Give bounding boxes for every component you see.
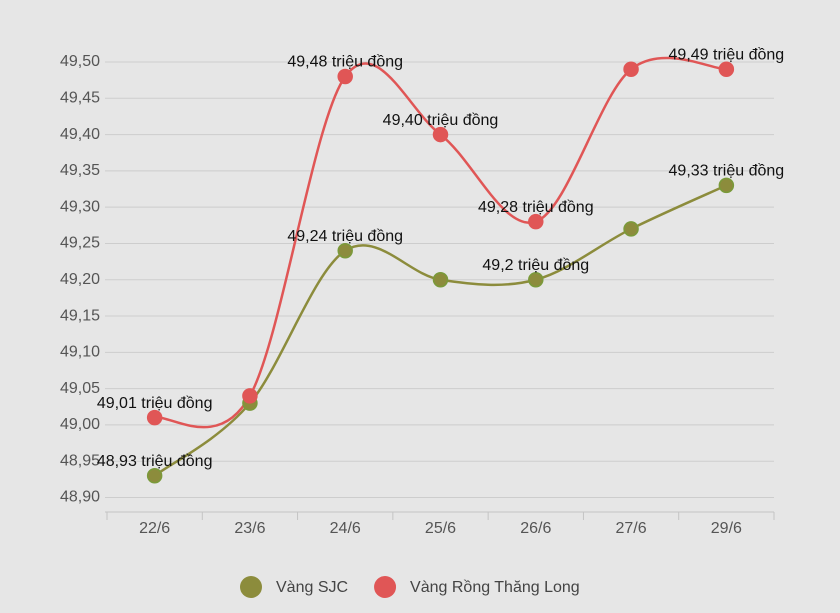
point bbox=[432, 271, 449, 288]
point bbox=[337, 68, 353, 85]
x-tick-label: 22/6 bbox=[139, 520, 170, 537]
y-tick-label: 49,05 bbox=[60, 380, 100, 397]
legend-marker bbox=[374, 576, 397, 598]
x-tick-label: 29/6 bbox=[711, 520, 742, 537]
point bbox=[146, 409, 163, 426]
point bbox=[337, 242, 353, 259]
data-label: 49,24 triệu đồng bbox=[287, 228, 403, 245]
x-tick-label: 25/6 bbox=[425, 520, 456, 537]
y-tick-label: 49,20 bbox=[60, 271, 100, 288]
data-label: 49,48 triệu đồng bbox=[287, 54, 403, 71]
point bbox=[623, 221, 639, 237]
y-tick-label: 49,25 bbox=[60, 235, 100, 252]
y-tick-label: 49,45 bbox=[60, 90, 100, 107]
x-tick-label: 27/6 bbox=[616, 520, 647, 537]
x-tick-label: 26/6 bbox=[520, 520, 551, 537]
data-label: 49,01 triệu đồng bbox=[97, 395, 213, 412]
x-tick-label: 24/6 bbox=[330, 520, 361, 537]
x-tick-label: 23/6 bbox=[234, 520, 265, 537]
point bbox=[718, 61, 735, 78]
point bbox=[528, 271, 544, 288]
point bbox=[528, 213, 544, 230]
y-tick-label: 49,30 bbox=[60, 198, 100, 215]
data-label: 49,49 triệu đồng bbox=[669, 46, 785, 63]
data-label: 49,33 triệu đồng bbox=[669, 163, 785, 180]
legend-label: Vàng SJC bbox=[276, 579, 348, 596]
data-labels: 48,93 triệu đồng 49,24 triệu đồng 49,2 tri… bbox=[97, 46, 784, 469]
data-label: 48,93 triệu đồng bbox=[97, 453, 213, 470]
y-tick-label: 48,90 bbox=[60, 489, 100, 506]
point bbox=[146, 467, 163, 484]
legend-marker bbox=[240, 576, 262, 598]
point bbox=[718, 177, 735, 194]
point bbox=[623, 61, 639, 78]
series-line bbox=[154, 56, 727, 429]
point bbox=[432, 126, 449, 143]
data-label: 49,28 triệu đồng bbox=[478, 199, 594, 216]
y-tick-label: 49,00 bbox=[60, 416, 100, 433]
point bbox=[242, 388, 258, 404]
y-tick-label: 49,50 bbox=[60, 53, 100, 70]
y-tick-label: 49,15 bbox=[60, 307, 100, 324]
y-tick-label: 49,35 bbox=[60, 162, 100, 179]
y-tick-label: 49,40 bbox=[60, 126, 100, 143]
legend-label: Vàng Rồng Thăng Long bbox=[410, 579, 580, 596]
y-tick-label: 49,10 bbox=[60, 344, 100, 361]
data-label: 49,40 triệu đồng bbox=[383, 112, 499, 129]
y-tick-label: 48,95 bbox=[60, 452, 100, 469]
data-label: 49,2 triệu đồng bbox=[482, 257, 589, 274]
